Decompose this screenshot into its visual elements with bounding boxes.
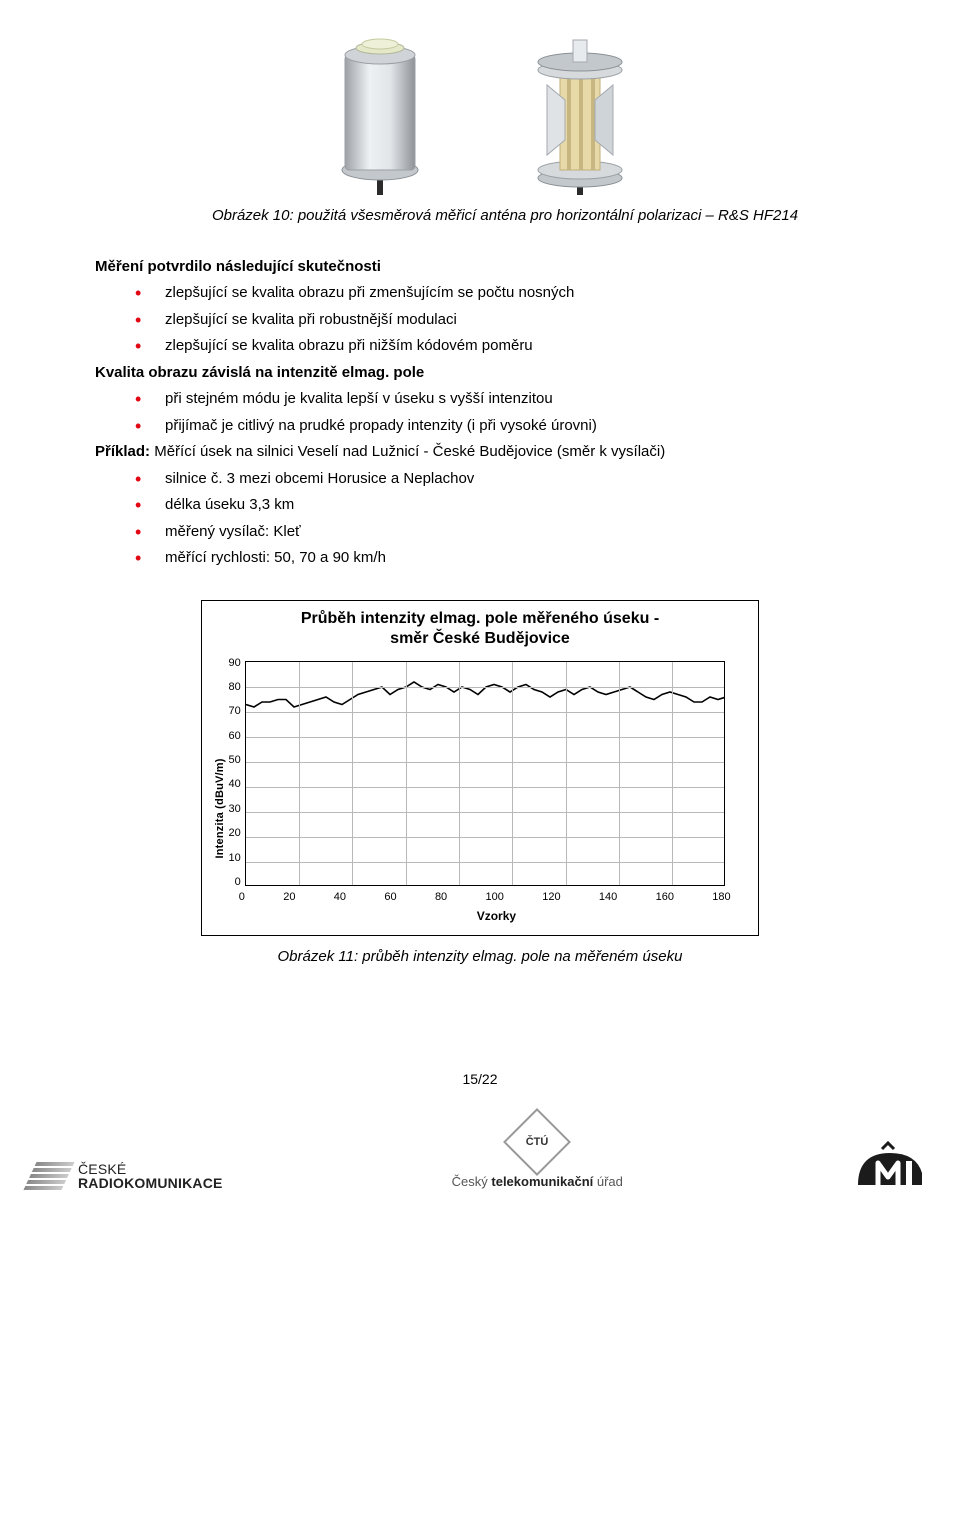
chart-plot-area bbox=[245, 661, 725, 886]
xtick-label: 100 bbox=[486, 889, 504, 906]
list-item: zlepšující se kvalita při robustnější mo… bbox=[135, 309, 865, 332]
chart-container: Průběh intenzity elmag. pole měřeného ús… bbox=[201, 600, 759, 937]
logo-stripes-icon bbox=[23, 1162, 74, 1190]
bullet-list-2: při stejném módu je kvalita lepší v úsek… bbox=[95, 388, 865, 437]
xtick-label: 160 bbox=[656, 889, 674, 906]
chart-yticks: 9080706050403020100 bbox=[229, 655, 245, 891]
list-item: měřený vysílač: Kleť bbox=[135, 521, 865, 544]
heading-measurement-confirmed: Měření potvrdilo následující skutečnosti bbox=[95, 256, 865, 279]
page-number: 15/22 bbox=[95, 1069, 865, 1090]
example-label: Příklad: bbox=[95, 443, 150, 460]
ytick-label: 50 bbox=[229, 752, 241, 769]
list-item: zlepšující se kvalita obrazu při nižším … bbox=[135, 335, 865, 358]
ctu-diamond-icon: ČTÚ bbox=[503, 1108, 571, 1176]
ytick-label: 40 bbox=[229, 776, 241, 793]
xtick-label: 60 bbox=[384, 889, 396, 906]
list-item: délka úseku 3,3 km bbox=[135, 494, 865, 517]
logo-ceske-radiokomunikace: ČESKÉ RADIOKOMUNIKACE bbox=[30, 1162, 223, 1191]
list-item: měřící rychlosti: 50, 70 a 90 km/h bbox=[135, 547, 865, 570]
list-item: přijímač je citlivý na prudké propady in… bbox=[135, 415, 865, 438]
footer-left-line2: RADIOKOMUNIKACE bbox=[78, 1176, 223, 1191]
antenna-image-2 bbox=[525, 0, 635, 195]
ctu-badge-text: ČTÚ bbox=[526, 1133, 549, 1150]
list-item: silnice č. 3 mezi obcemi Horusice a Nepl… bbox=[135, 468, 865, 491]
chart-xticks: 0 20 40 60 80 100 120 140 160 180 bbox=[239, 889, 731, 906]
antenna-images-row bbox=[95, 0, 865, 195]
chart-title: Průběh intenzity elmag. pole měřeného ús… bbox=[212, 609, 748, 649]
list-item: při stejném módu je kvalita lepší v úsek… bbox=[135, 388, 865, 411]
xtick-label: 180 bbox=[712, 889, 730, 906]
chart-ylabel: Intenzita (dBuV/m) bbox=[212, 661, 229, 926]
footer-left-line1: ČESKÉ bbox=[78, 1162, 223, 1177]
xtick-label: 120 bbox=[542, 889, 560, 906]
xtick-label: 80 bbox=[435, 889, 447, 906]
logo-ctu: ČTÚ Český telekomunikační úřad bbox=[452, 1118, 623, 1192]
ytick-label: 70 bbox=[229, 703, 241, 720]
chart-xlabel: Vzorky bbox=[245, 907, 748, 925]
ytick-label: 30 bbox=[229, 801, 241, 818]
figure-caption-10: Obrázek 10: použitá všesměrová měřicí an… bbox=[95, 205, 865, 228]
heading-quality-intensity: Kvalita obrazu závislá na intenzitě elma… bbox=[95, 362, 865, 385]
logo-cmi bbox=[852, 1141, 930, 1191]
ytick-label: 90 bbox=[229, 655, 241, 672]
chart-title-line1: Průběh intenzity elmag. pole měřeného ús… bbox=[301, 610, 659, 627]
antenna-image-1 bbox=[325, 0, 435, 195]
chart-line bbox=[246, 662, 725, 886]
xtick-label: 0 bbox=[239, 889, 245, 906]
xtick-label: 140 bbox=[599, 889, 617, 906]
footer: ČESKÉ RADIOKOMUNIKACE ČTÚ Český telekomu… bbox=[0, 1118, 960, 1202]
chart-title-line2: směr České Budějovice bbox=[390, 630, 570, 647]
ytick-label: 60 bbox=[229, 728, 241, 745]
ytick-label: 80 bbox=[229, 679, 241, 696]
example-text: Měřící úsek na silnici Veselí nad Lužnic… bbox=[150, 443, 665, 460]
xtick-label: 20 bbox=[283, 889, 295, 906]
list-item: zlepšující se kvalita obrazu při zmenšuj… bbox=[135, 282, 865, 305]
bullet-list-3: silnice č. 3 mezi obcemi Horusice a Nepl… bbox=[95, 468, 865, 570]
figure-caption-11: Obrázek 11: průběh intenzity elmag. pole… bbox=[95, 946, 865, 969]
ytick-label: 10 bbox=[229, 850, 241, 867]
example-line: Příklad: Měřící úsek na silnici Veselí n… bbox=[95, 441, 865, 464]
ytick-label: 20 bbox=[229, 825, 241, 842]
bullet-list-1: zlepšující se kvalita obrazu při zmenšuj… bbox=[95, 282, 865, 358]
xtick-label: 40 bbox=[334, 889, 346, 906]
